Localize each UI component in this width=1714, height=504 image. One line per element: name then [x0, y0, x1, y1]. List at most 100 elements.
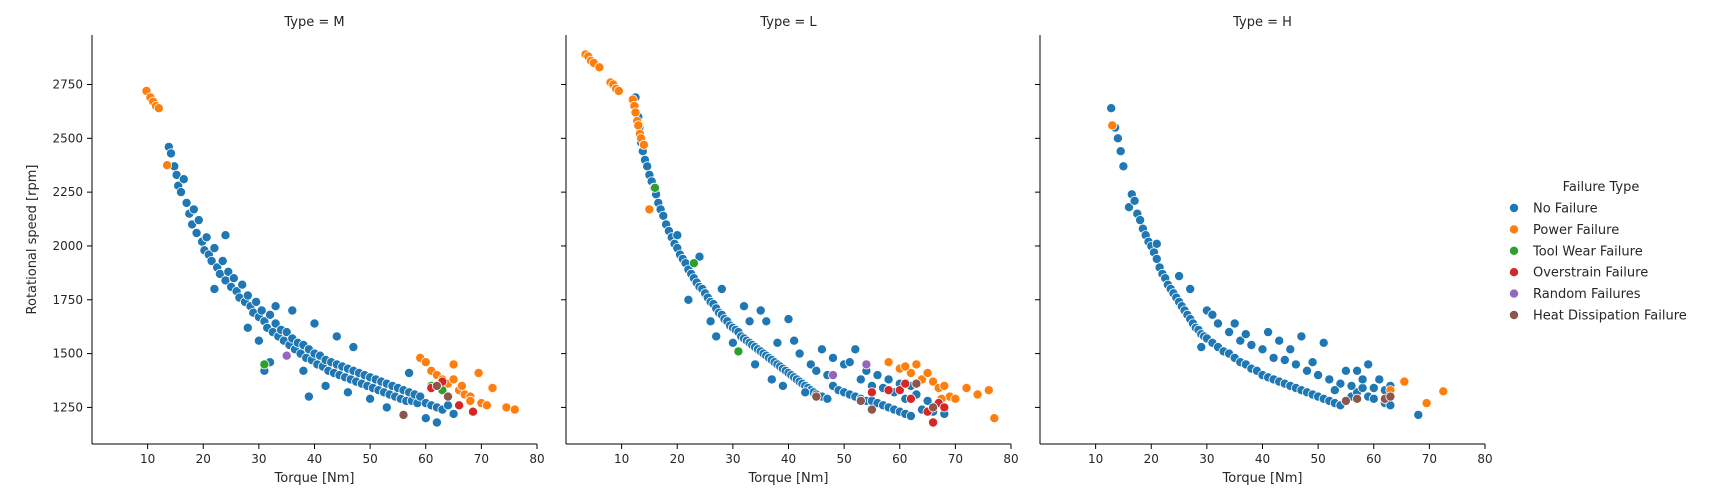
- series-heat-dissipation-failure: [811, 378, 939, 415]
- data-point: [220, 230, 231, 241]
- x-axis-label: Torque [Nm]: [748, 471, 829, 486]
- data-point: [961, 382, 972, 393]
- data-point: [866, 404, 877, 415]
- data-point: [1335, 378, 1346, 389]
- x-tick-label: 30: [251, 452, 266, 466]
- data-point: [1346, 380, 1357, 391]
- x-tick-label: 60: [1366, 452, 1381, 466]
- data-point: [1135, 215, 1146, 226]
- data-point: [303, 391, 314, 402]
- data-point: [175, 187, 186, 198]
- data-point: [1374, 374, 1385, 385]
- data-point: [298, 365, 309, 376]
- data-point: [1438, 386, 1449, 397]
- data-point: [855, 374, 866, 385]
- data-point: [1207, 309, 1218, 320]
- data-point: [171, 169, 182, 180]
- data-point: [1307, 357, 1318, 368]
- data-point: [201, 232, 212, 243]
- data-point: [711, 331, 722, 342]
- y-tick-label: 2750: [52, 78, 83, 92]
- data-point: [805, 359, 816, 370]
- data-point: [209, 243, 220, 254]
- x-tick-label: 70: [1422, 452, 1437, 466]
- data-point: [739, 301, 750, 312]
- x-tick-label: 60: [418, 452, 433, 466]
- data-point: [638, 139, 649, 150]
- facet-title: Type = M: [283, 15, 344, 30]
- legend-label: Random Failures: [1533, 287, 1641, 302]
- data-point: [1285, 344, 1296, 355]
- x-tick-label: 30: [1199, 452, 1214, 466]
- data-point: [766, 374, 777, 385]
- x-tick-label: 20: [1144, 452, 1159, 466]
- data-point: [365, 393, 376, 404]
- data-point: [1263, 327, 1274, 338]
- data-point: [744, 316, 755, 327]
- legend: Failure Type No Failure Power Failure Tool …: [1509, 180, 1687, 324]
- facet-panel-M: Type = M 10 20 30 40 50 60 70 80 1250 1500 1750 2000…: [52, 15, 544, 486]
- data-point: [894, 385, 905, 396]
- data-point: [181, 197, 192, 208]
- data-point: [404, 367, 415, 378]
- data-point: [883, 357, 894, 368]
- data-point: [1151, 253, 1162, 264]
- series-heat-dissipation-failure: [398, 380, 453, 420]
- y-tick-label: 1250: [52, 400, 83, 414]
- data-point: [1399, 376, 1410, 387]
- x-tick-label: 20: [196, 452, 211, 466]
- legend-title: Failure Type: [1563, 180, 1640, 195]
- series-random-failures: [281, 350, 292, 361]
- data-point: [1357, 374, 1368, 385]
- data-point: [1112, 133, 1123, 144]
- data-point: [209, 283, 220, 294]
- data-point: [259, 359, 270, 370]
- data-point: [939, 380, 950, 391]
- series-power-failure: [580, 49, 1000, 424]
- data-point: [442, 391, 453, 402]
- data-point: [911, 359, 922, 370]
- x-axis-label: Torque [Nm]: [1222, 471, 1303, 486]
- data-point: [672, 230, 683, 241]
- data-point: [772, 337, 783, 348]
- x-tick-label: 20: [670, 452, 685, 466]
- data-point: [287, 305, 298, 316]
- data-point: [1363, 359, 1374, 370]
- series-no-failure: [1106, 103, 1424, 420]
- data-point: [613, 86, 624, 97]
- y-tick-label: 1500: [52, 347, 83, 361]
- data-point: [188, 204, 199, 215]
- data-point: [1385, 391, 1396, 402]
- data-point: [928, 402, 939, 413]
- data-point: [228, 273, 239, 284]
- data-point: [761, 316, 772, 327]
- data-point: [448, 359, 459, 370]
- data-point: [1368, 382, 1379, 393]
- x-tick-label: 80: [529, 452, 544, 466]
- data-point: [253, 335, 264, 346]
- data-point: [454, 400, 465, 411]
- x-tick-label: 40: [781, 452, 796, 466]
- data-point: [822, 393, 833, 404]
- data-point: [866, 387, 877, 398]
- data-point: [1213, 318, 1224, 329]
- data-point: [1329, 385, 1340, 396]
- data-point: [828, 352, 839, 363]
- y-tick-label: 2250: [52, 185, 83, 199]
- y-axis-label: Rotational speed [rpm]: [25, 165, 40, 315]
- data-point: [922, 367, 933, 378]
- legend-marker: [1509, 288, 1520, 299]
- data-point: [1124, 202, 1135, 213]
- legend-marker: [1509, 245, 1520, 256]
- legend-label: Overstrain Failure: [1533, 266, 1648, 281]
- data-point: [1129, 195, 1140, 206]
- data-point: [727, 337, 738, 348]
- data-point: [1313, 370, 1324, 381]
- series-tool-wear-failure: [650, 182, 822, 402]
- data-point: [644, 204, 655, 215]
- x-axis-label: Torque [Nm]: [274, 471, 355, 486]
- data-point: [883, 385, 894, 396]
- x-tick-label: 10: [1088, 452, 1103, 466]
- data-point: [206, 255, 217, 266]
- legend-label: Power Failure: [1533, 223, 1619, 238]
